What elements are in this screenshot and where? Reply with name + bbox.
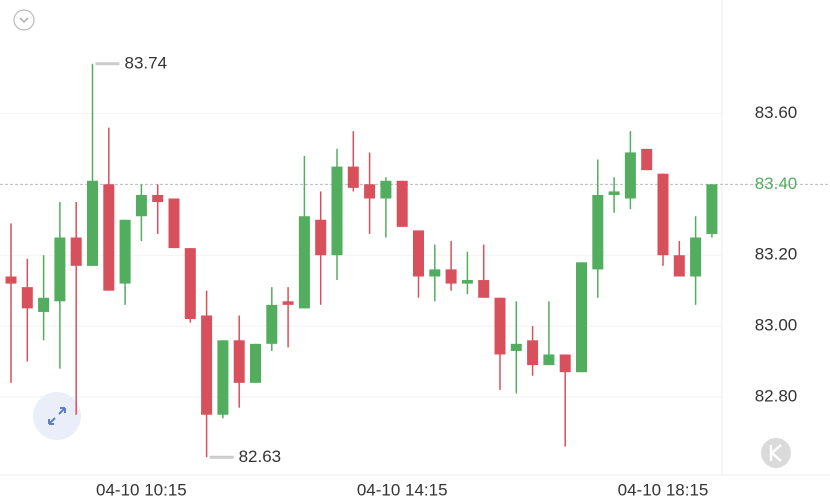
candle-body (510, 343, 522, 351)
candle-body (592, 194, 604, 270)
candle-body (380, 180, 392, 199)
candle-body (298, 216, 310, 309)
candle-body (21, 287, 33, 309)
candle-body (478, 280, 490, 298)
candle-body (201, 315, 213, 415)
candle-body (87, 180, 98, 266)
candle-body (250, 343, 261, 383)
y-tick-label: 83.20 (755, 245, 798, 264)
candle-body (559, 354, 571, 373)
y-tick-label: 82.80 (755, 386, 798, 405)
candle-body (706, 184, 718, 234)
candle-body (282, 301, 294, 305)
candle-body (103, 184, 115, 291)
candle-body (429, 269, 441, 277)
candle-body (217, 340, 229, 415)
kline-button[interactable] (761, 438, 791, 468)
candle-body (413, 230, 424, 277)
candle-body (657, 173, 669, 256)
candle-body (135, 194, 147, 217)
candle-body (70, 237, 82, 266)
x-tick-label: 04-10 18:15 (618, 480, 709, 499)
candle-body (266, 304, 278, 344)
candle-body (5, 276, 17, 284)
candle-body (543, 354, 555, 366)
candle-body (673, 255, 685, 277)
candle-body (315, 219, 327, 256)
min-marker-label: 82.63 (239, 447, 282, 466)
candle-body (461, 280, 473, 284)
expand-button[interactable] (33, 392, 81, 440)
x-tick-label: 04-10 14:15 (357, 480, 448, 499)
candle-body (331, 166, 343, 256)
candle-body (364, 184, 376, 199)
candle-body (184, 248, 196, 320)
y-tick-label: 83.00 (755, 316, 798, 335)
max-marker-label: 83.74 (125, 53, 168, 72)
candle-body (396, 180, 408, 227)
candle-body (576, 262, 587, 373)
candle-body (119, 219, 131, 284)
last-price-label: 83.40 (755, 174, 798, 193)
x-tick-label: 04-10 10:15 (96, 480, 187, 499)
candle-body (527, 340, 539, 366)
candle-body (168, 198, 180, 249)
candle-body (233, 340, 245, 383)
candle-body (494, 297, 506, 355)
candle-body (54, 237, 66, 302)
collapse-button[interactable] (13, 9, 35, 31)
candle-body (152, 194, 164, 203)
candle-body (690, 237, 702, 277)
candle-body (347, 166, 359, 188)
candle-body (624, 152, 636, 199)
candle-body (641, 148, 653, 171)
y-tick-label: 83.60 (755, 103, 798, 122)
candle-body (608, 191, 620, 195)
candle-body (445, 269, 457, 284)
candle-body (38, 297, 50, 312)
